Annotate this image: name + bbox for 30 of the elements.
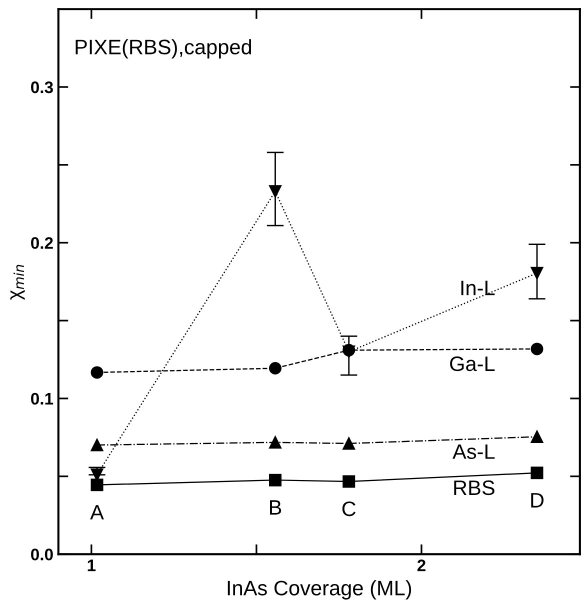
y-axis-title: χ$_{min}$ <box>10 264 25 300</box>
point <box>530 342 544 356</box>
point <box>530 266 544 280</box>
point <box>342 475 356 488</box>
point <box>269 362 282 374</box>
point <box>269 185 282 198</box>
y-tick-label: 0.1 <box>31 392 54 405</box>
y-tick-label: 0.3 <box>31 81 53 94</box>
x-axis-title: InAs Coverage (ML) <box>228 580 412 600</box>
series-label: RBS <box>454 480 494 496</box>
series-label: Ga-L <box>450 356 495 372</box>
point <box>90 478 104 492</box>
point <box>269 474 282 486</box>
series-label: As-L <box>452 444 495 460</box>
point <box>530 430 544 444</box>
series-label: In-L <box>461 280 495 296</box>
point <box>269 436 282 449</box>
point <box>342 437 356 450</box>
y-tick-label: 0.2 <box>31 237 53 249</box>
text: PIXE(RBS),capped <box>76 39 252 59</box>
data-label: D <box>531 493 544 508</box>
point <box>530 466 544 480</box>
data-label: B <box>270 500 282 515</box>
y-tick-label: 0.0 <box>31 548 53 560</box>
x-tick-label: 2 <box>417 559 426 572</box>
point <box>90 438 104 452</box>
point <box>90 366 104 379</box>
x-tick-label: 1 <box>88 560 96 572</box>
data-label: C <box>342 501 356 516</box>
data-label: A <box>90 505 104 520</box>
